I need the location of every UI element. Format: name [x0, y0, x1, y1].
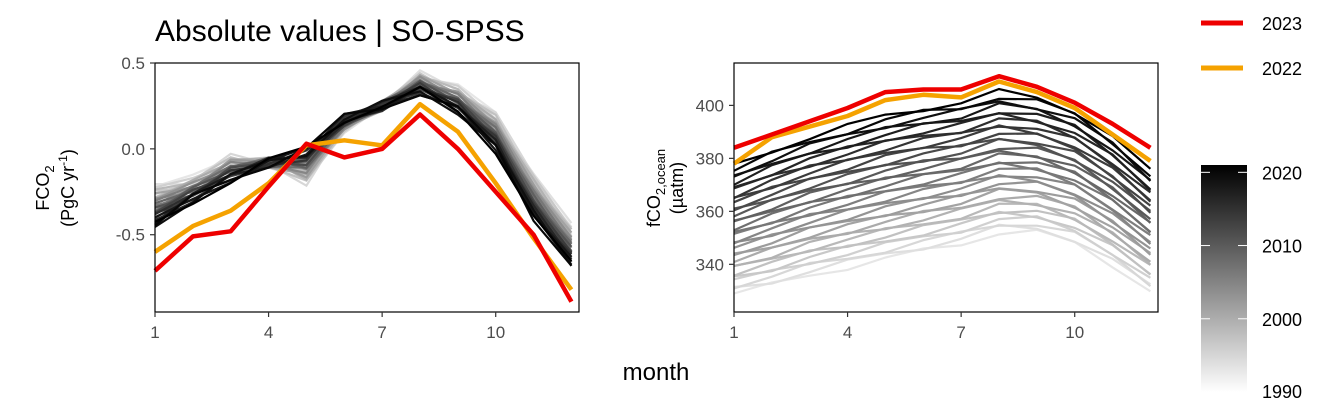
- fco2-ocean-xtick-label-7: 7: [956, 323, 965, 342]
- fco2-ocean-year-line-2013: [733, 124, 1152, 202]
- fco2-ocean-year-line-2018: [733, 102, 1152, 181]
- legend: 2023 2022: [1201, 14, 1302, 79]
- fco2-ylabel-unit-close: ): [58, 149, 78, 155]
- fco2-ocean-axis-ticks: 1 4 7 10 400 380 360 340: [696, 96, 1085, 342]
- fco2-ocean-year-line-2019: [733, 100, 1152, 182]
- fco2-ocean-year-line-1994: [733, 210, 1152, 278]
- fco2-xtick-label-10: 10: [486, 323, 505, 342]
- fco2-ocean-xtick-label-1: 1: [729, 323, 738, 342]
- fco2-ocean-year-line-1996: [733, 202, 1151, 267]
- fco2-ocean-year-line-1997: [733, 198, 1152, 268]
- fco2-ocean-ylabel-sub: 2,ocean: [653, 149, 668, 195]
- fco2-ylabel-sub: 2: [42, 165, 57, 172]
- fco2-ocean-xtick-label-4: 4: [843, 323, 852, 342]
- colorbar-gradient: [1201, 165, 1247, 392]
- fco2-ylabel-unit-sup: -1: [56, 155, 70, 166]
- fco2-ocean-ylabel-main: fCO: [644, 195, 664, 227]
- fco2-ocean-year-line-2002: [733, 173, 1152, 244]
- fco2-ocean-year-line-2016: [733, 111, 1152, 192]
- legend-label-2022: 2022: [1262, 59, 1302, 79]
- fco2-ocean-ylabel-unit: (µatm): [667, 162, 687, 214]
- panel-fco2: 1 4 7 10 0.5 0.0 -0.5 FCO2 (PgC yr-1): [33, 54, 580, 342]
- fco2-ocean-year-line-2001: [733, 180, 1152, 250]
- fco2-ytick-label-2: -0.5: [116, 226, 145, 245]
- fco2-ocean-year-line-1990: [733, 228, 1151, 295]
- fco2-ocean-year-line-2005: [733, 161, 1152, 234]
- fco2-xtick-label-7: 7: [377, 323, 386, 342]
- fco2-year-line-2021: [154, 85, 573, 262]
- fco2-xtick-label-4: 4: [264, 323, 273, 342]
- fco2-lines: [153, 69, 574, 303]
- fco2-plot-frame: [154, 62, 580, 313]
- panel-fco2-ocean: 1 4 7 10 400 380 360 340 fCO2,ocean (µatm): [644, 62, 1159, 342]
- fco2-ocean-ytick-label-3: 340: [696, 255, 724, 274]
- fco2-ocean-year-line-2004: [733, 167, 1152, 237]
- legend-label-2023: 2023: [1262, 14, 1302, 34]
- fco2-ocean-series-line-2022: [732, 79, 1152, 166]
- fco2-ocean-year-line-2008: [733, 149, 1152, 224]
- fco2-ocean-ytick-label-0: 400: [696, 96, 724, 115]
- fco2-xtick-label-1: 1: [150, 323, 159, 342]
- fco2-ocean-ytick-label-2: 360: [696, 202, 724, 221]
- fco2-ocean-ylabel: fCO2,ocean: [644, 149, 668, 227]
- fco2-series-line-2022: [153, 101, 574, 292]
- colorbar-label-2010: 2010: [1262, 237, 1302, 257]
- fco2-series-line-2023: [153, 112, 574, 303]
- fco2-year-line-2020: [154, 94, 573, 267]
- fco2-ytick-label-1: 0.0: [121, 140, 145, 159]
- fco2-ylabel-main: FCO: [33, 173, 53, 211]
- shared-xlabel: month: [623, 359, 690, 386]
- fco2-ocean-year-line-1993: [733, 215, 1151, 281]
- fco2-ocean-year-line-2010: [733, 137, 1152, 212]
- colorbar-label-2000: 2000: [1262, 310, 1302, 330]
- year-colorbar: 2020 2010 2000 1990: [1201, 163, 1302, 402]
- colorbar-label-2020: 2020: [1262, 163, 1302, 183]
- fco2-axis-ticks: 1 4 7 10 0.5 0.0 -0.5: [116, 54, 505, 342]
- fco2-ocean-year-line-1999: [733, 187, 1152, 255]
- fco2-ocean-ytick-label-1: 380: [696, 149, 724, 168]
- fco2-ylabel-unit: (PgC yr-1): [56, 149, 78, 227]
- fco2-ylabel-unit-main: (PgC yr: [58, 166, 78, 227]
- fco2-ocean-xtick-label-10: 10: [1065, 323, 1084, 342]
- colorbar-label-1990: 1990: [1262, 382, 1302, 402]
- fco2-ocean-year-line-1991: [733, 223, 1152, 289]
- fco2-ocean-year-line-2021: [733, 87, 1152, 170]
- fco2-ylabel: FCO2: [33, 165, 57, 210]
- fco2-ocean-series-line-2023: [733, 73, 1152, 150]
- colorbar-ticks: 2020 2010 2000 1990: [1201, 163, 1302, 402]
- fco2-ocean-year-line-2012: [733, 132, 1152, 207]
- fco2-ocean-plot-frame: [733, 62, 1159, 313]
- figure-title: Absolute values | SO-SPSS: [155, 15, 525, 48]
- fco2-ocean-year-line-2000: [733, 187, 1152, 257]
- fco2-ocean-year-line-2007: [733, 152, 1152, 224]
- fco2-ocean-lines: [732, 73, 1152, 295]
- fco2-ocean-year-line-2015: [733, 117, 1152, 194]
- fco2-ytick-label-0: 0.5: [121, 54, 145, 73]
